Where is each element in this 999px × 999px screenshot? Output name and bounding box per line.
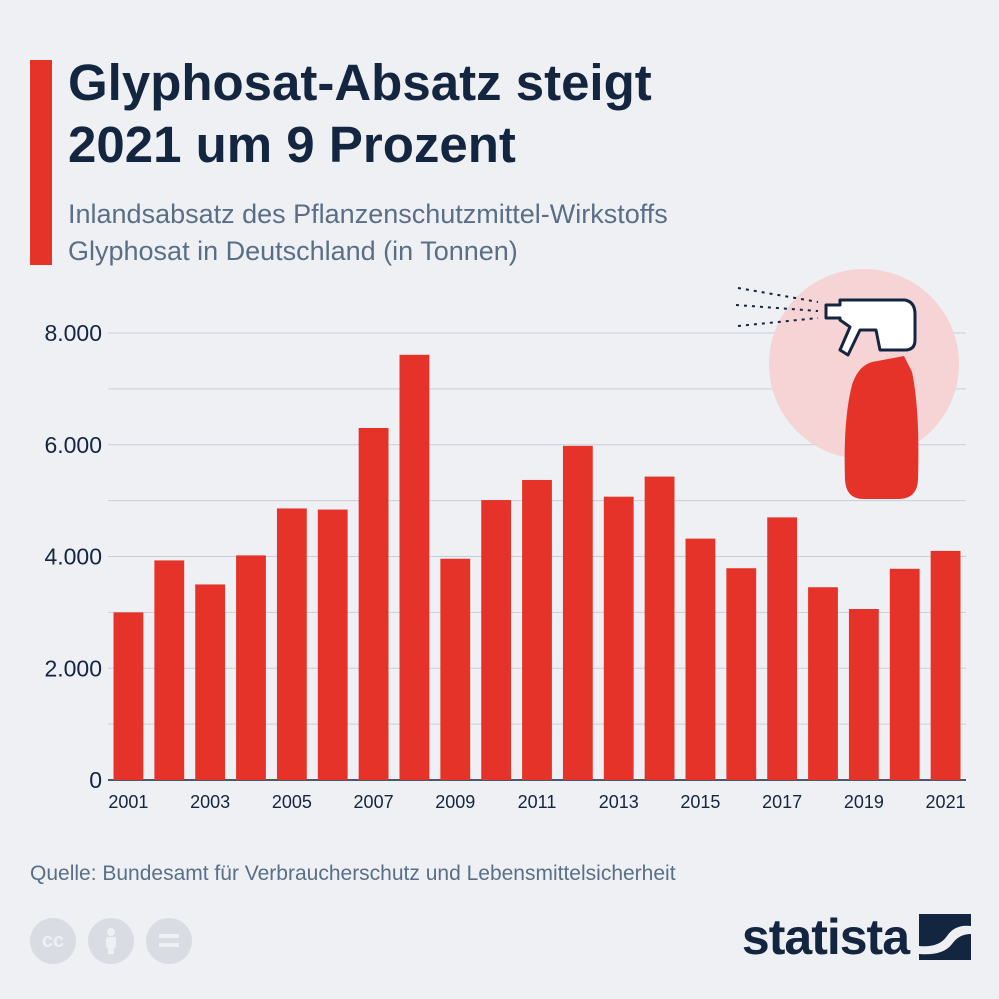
x-tick-label: 2001 xyxy=(108,792,148,812)
accent-bar xyxy=(30,60,52,265)
bar-2009 xyxy=(440,558,471,780)
bar-2021 xyxy=(930,550,961,780)
y-tick-label: 2.000 xyxy=(44,655,102,681)
bar-2007 xyxy=(358,427,389,780)
statista-logo-icon xyxy=(919,914,971,960)
x-tick-label: 2021 xyxy=(926,792,966,812)
y-tick-label: 0 xyxy=(89,767,102,793)
bar-2011 xyxy=(522,479,552,780)
y-tick-label: 6.000 xyxy=(44,432,102,458)
bar-2010 xyxy=(481,500,512,780)
x-tick-label: 2003 xyxy=(190,792,230,812)
bar-2001 xyxy=(113,612,144,780)
subtitle-line-2: Glyphosat in Deutschland (in Tonnen) xyxy=(68,236,518,266)
brand-name: statista xyxy=(741,909,910,965)
bar-2013 xyxy=(603,496,634,780)
x-tick-label: 2017 xyxy=(762,792,802,812)
bar-2008 xyxy=(399,354,430,780)
bar-2014 xyxy=(644,476,675,780)
spray-bottle-icon xyxy=(735,269,959,499)
x-tick-label: 2009 xyxy=(435,792,475,812)
bar-2006 xyxy=(317,509,348,780)
title-line-2: 2021 um 9 Prozent xyxy=(68,116,516,173)
license-icons: cc xyxy=(30,918,192,964)
y-axis-ticks: 0 2.000 4.000 6.000 8.000 xyxy=(44,320,102,793)
subtitle-line-1: Inlandsabsatz des Pflanzenschutzmittel-W… xyxy=(68,199,668,229)
cc-icon[interactable]: cc xyxy=(30,918,76,964)
x-axis-ticks: 2001 2003 2005 2007 2009 2011 2013 2015 2017 2019… xyxy=(108,792,965,812)
chart-title: Glyphosat-Absatz steigt 2021 um 9 Prozen… xyxy=(68,52,968,176)
y-tick-label: 8.000 xyxy=(44,320,102,346)
brand-logo[interactable]: statista xyxy=(742,908,971,966)
x-tick-label: 2007 xyxy=(354,792,394,812)
chart-subtitle: Inlandsabsatz des Pflanzenschutzmittel-W… xyxy=(68,196,968,270)
bar-2020 xyxy=(889,568,920,780)
bar-2004 xyxy=(236,555,266,780)
bar-2003 xyxy=(195,584,226,780)
bar-2019 xyxy=(848,609,879,780)
x-tick-label: 2005 xyxy=(272,792,312,812)
x-tick-label: 2019 xyxy=(844,792,884,812)
title-line-1: Glyphosat-Absatz steigt xyxy=(68,54,652,111)
bars xyxy=(113,354,961,780)
x-tick-label: 2013 xyxy=(599,792,639,812)
no-derivatives-icon[interactable] xyxy=(146,918,192,964)
bar-2005 xyxy=(276,508,307,780)
bar-2018 xyxy=(808,587,838,780)
bar-2017 xyxy=(767,517,798,780)
source-note: Quelle: Bundesamt für Verbraucherschutz … xyxy=(30,862,676,885)
x-tick-label: 2011 xyxy=(518,792,557,812)
attribution-icon[interactable] xyxy=(88,918,134,964)
bar-2012 xyxy=(562,445,593,780)
bar-2002 xyxy=(154,560,185,780)
x-tick-label: 2015 xyxy=(680,792,720,812)
bar-2015 xyxy=(685,538,716,780)
y-tick-label: 4.000 xyxy=(44,544,102,570)
bar-2016 xyxy=(726,568,757,780)
